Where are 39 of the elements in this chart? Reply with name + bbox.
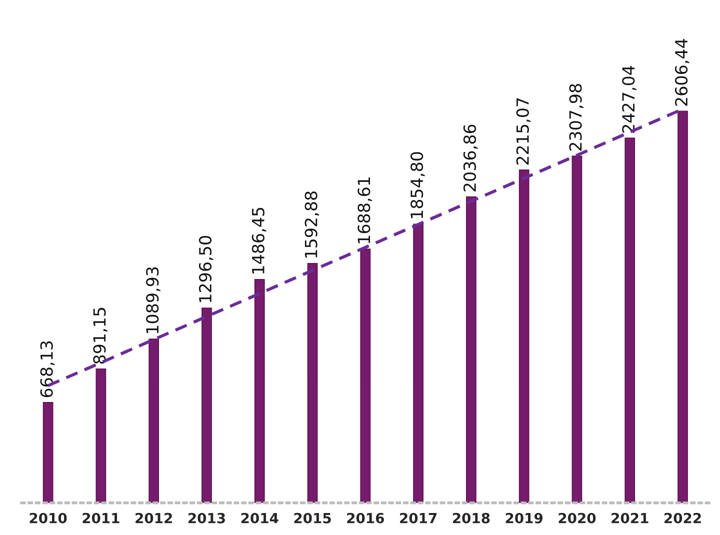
bar xyxy=(572,156,582,503)
x-tick-label: 2020 xyxy=(558,512,596,524)
bar xyxy=(42,402,54,503)
data-label: 1854,80 xyxy=(410,152,425,218)
x-tick-label: 2022 xyxy=(664,512,701,524)
bar xyxy=(624,138,636,503)
data-label: 1089,93 xyxy=(146,267,160,334)
data-label: 1486,45 xyxy=(252,208,266,274)
data-label: 2606,44 xyxy=(674,38,690,106)
x-tick-label: 2011 xyxy=(82,512,120,524)
data-label: 668,13 xyxy=(40,341,55,398)
bar xyxy=(202,308,212,503)
bar xyxy=(678,110,688,503)
bar xyxy=(254,279,265,503)
x-tick-label: 2012 xyxy=(136,512,172,524)
data-label: 1688,61 xyxy=(358,178,372,244)
bar xyxy=(413,224,424,503)
x-tick-label: 2018 xyxy=(452,512,490,524)
x-tick-label: 2013 xyxy=(188,512,225,524)
x-tick-label: 2014 xyxy=(241,512,278,524)
x-tick-label: 2019 xyxy=(506,512,543,524)
bar xyxy=(148,338,160,503)
bar xyxy=(307,263,318,503)
data-label: 2427,04 xyxy=(622,66,636,133)
bar xyxy=(466,196,476,503)
x-tick-label: 2017 xyxy=(400,512,437,524)
data-label: 2036,86 xyxy=(463,124,478,192)
x-tick-label: 2016 xyxy=(347,512,384,524)
data-label: 891,15 xyxy=(93,308,108,364)
x-tick-label: 2015 xyxy=(294,512,331,524)
bar xyxy=(360,248,371,503)
x-tick-label: 2010 xyxy=(30,512,67,524)
data-label: 2307,98 xyxy=(569,84,584,151)
bar xyxy=(96,368,106,503)
data-label: 2215,07 xyxy=(516,98,531,165)
x-tick-label: 2021 xyxy=(612,512,648,524)
data-label: 1592,88 xyxy=(304,192,320,258)
data-label: 1296,50 xyxy=(198,236,214,302)
bar xyxy=(518,170,530,503)
